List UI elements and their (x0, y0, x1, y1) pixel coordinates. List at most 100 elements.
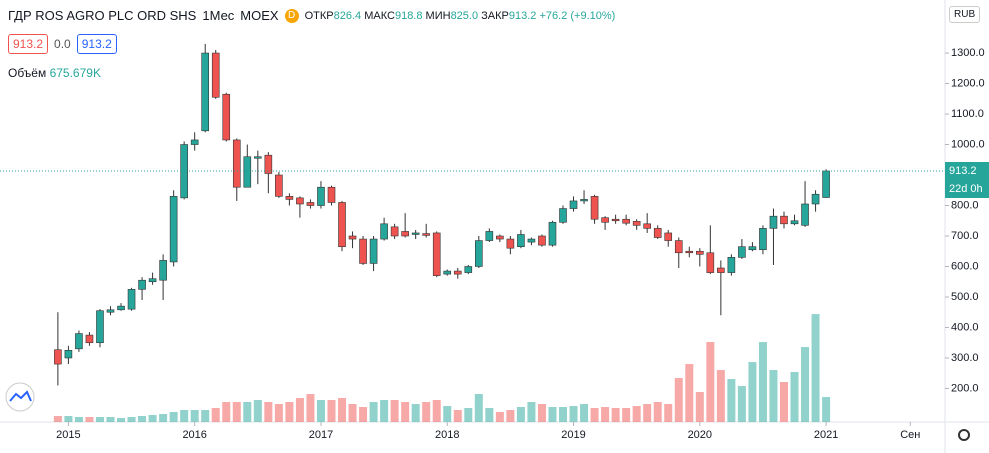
candle-body (443, 270, 452, 275)
candle-body (254, 156, 262, 159)
volume-bar (95, 417, 104, 422)
candle-body (611, 218, 620, 222)
volume-bar (622, 408, 631, 422)
candle-body (96, 310, 104, 344)
buy[interactable]: 913.2 (76, 34, 117, 54)
candle-body (811, 193, 820, 205)
candle-body (432, 232, 441, 276)
last-price-label: 913.2 (949, 165, 977, 177)
x-tick-label: 2018 (435, 429, 459, 441)
volume-bar (748, 362, 757, 422)
symbol[interactable]: ГДР ROS AGRO PLC ORD SHS (8, 8, 197, 23)
x-tick-label: 2019 (561, 429, 585, 441)
volume-bar (106, 417, 115, 422)
candle-body (64, 350, 73, 359)
volume-bar (401, 402, 410, 422)
volume-bar (295, 398, 304, 422)
candle-body (169, 196, 178, 263)
y-tick-label: 1300.0 (951, 47, 985, 59)
candle-body (727, 257, 736, 273)
last-price-tag (945, 161, 989, 180)
volume-bar (138, 416, 147, 422)
y-tick-label: 500.0 (951, 291, 979, 303)
volume-bar (811, 314, 820, 422)
candle-body (517, 234, 525, 247)
volume-bar (432, 400, 441, 422)
volume-bar (485, 408, 494, 422)
y-tick-label: 400.0 (951, 321, 979, 333)
candle-body (717, 267, 725, 273)
candle-body (85, 334, 94, 344)
volume-bar (159, 414, 168, 422)
candle-body (801, 203, 809, 226)
candle-body (243, 156, 252, 188)
candle-body (506, 238, 515, 249)
currency[interactable]: RUB (949, 6, 981, 23)
countdown-tag (945, 179, 989, 198)
candle-body (569, 200, 578, 209)
candle-body (327, 186, 336, 203)
candle-body (117, 305, 125, 311)
volume-bar (580, 404, 589, 422)
candle-body (222, 93, 231, 141)
x-tick-label: Сен (900, 429, 920, 441)
candle-body (54, 349, 62, 365)
candle-body (674, 240, 683, 254)
candle-body (127, 289, 136, 310)
candle-body (822, 170, 830, 198)
volume-bar (243, 402, 252, 422)
volume-bar (779, 382, 788, 422)
volume-bar (737, 386, 746, 422)
value: 825.0 (450, 9, 479, 22)
volume-bar (790, 372, 799, 422)
volume-bar (801, 347, 810, 422)
sell[interactable]: 913.2 (8, 34, 49, 54)
volume-bar (643, 404, 652, 422)
candle-body (780, 215, 788, 225)
volume-bar (474, 394, 483, 422)
candle-body (706, 252, 715, 273)
volume-bar (201, 410, 210, 422)
candle-body (138, 279, 146, 290)
candle-body (338, 202, 346, 247)
volume-bar (127, 417, 136, 422)
candle-body (401, 231, 409, 237)
label: МАКС (364, 9, 395, 22)
candle-body (159, 260, 167, 281)
candle-body (296, 197, 304, 205)
candle-body (738, 246, 746, 258)
volume-bar (74, 417, 83, 422)
volume-bar (822, 396, 831, 422)
volume-bar (148, 415, 157, 422)
label: ЗАКР (481, 9, 509, 22)
candle-body (285, 196, 294, 200)
volume-bar (590, 408, 599, 422)
volume-label: Объём (8, 66, 47, 80)
volume-bar (632, 406, 641, 422)
candle-body (559, 208, 567, 223)
volume-bar (548, 407, 557, 422)
interval[interactable]: 1Мес (202, 8, 235, 23)
value: 918.8 (394, 9, 423, 22)
candle-body (548, 221, 557, 246)
countdown-label: 22d 0h (949, 183, 983, 195)
candle-body (643, 223, 651, 229)
settings-icon[interactable] (958, 429, 970, 441)
candle-body (359, 238, 367, 264)
x-tick-label: 2016 (182, 429, 206, 441)
volume-bar (569, 406, 578, 422)
candle-body (748, 246, 757, 251)
volume-bar (211, 408, 220, 422)
volume-bar (769, 370, 778, 422)
volume-bar (285, 402, 294, 422)
candle-body (632, 221, 641, 226)
value: 826.4 (333, 9, 362, 22)
candle-body (348, 235, 357, 240)
volume-bar (411, 404, 420, 422)
exchange: MOEX (240, 8, 279, 23)
candle-body (664, 232, 673, 241)
volume-bar (453, 410, 462, 422)
y-tick-label: 1100.0 (951, 108, 984, 120)
